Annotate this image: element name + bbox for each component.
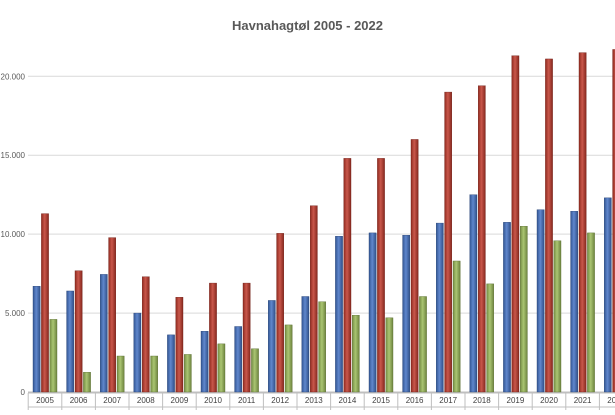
bar-2005 xyxy=(49,319,58,393)
bar-2017 xyxy=(452,260,461,393)
bar-2014 xyxy=(335,236,343,393)
bar-2006 xyxy=(74,270,83,393)
bar-2012 xyxy=(276,233,285,393)
bar-2019 xyxy=(503,222,511,393)
bar-2021 xyxy=(578,52,587,393)
y-tick-label: 20.000 xyxy=(1,72,26,81)
bar-2015 xyxy=(385,317,394,393)
bar-2012 xyxy=(268,300,276,393)
bar-2011 xyxy=(251,348,259,393)
bar-2016 xyxy=(419,296,427,393)
bar-2013 xyxy=(301,296,310,393)
bar-2022 xyxy=(612,49,615,393)
x-tick-label: 2021 xyxy=(574,396,592,405)
bar-2005 xyxy=(41,213,49,393)
bar-2009 xyxy=(167,334,175,393)
bar-2009 xyxy=(183,354,192,393)
bar-2019 xyxy=(520,226,528,393)
bar-2016 xyxy=(402,235,411,393)
bar-2013 xyxy=(318,301,327,393)
bar-2008 xyxy=(150,355,159,393)
bar-2018 xyxy=(486,283,495,393)
bar-2015 xyxy=(368,232,377,393)
bar-2013 xyxy=(310,205,318,393)
x-tick-label: 2012 xyxy=(271,396,289,405)
bar-2005 xyxy=(32,286,41,393)
x-tick-label: 2016 xyxy=(406,396,424,405)
bar-2018 xyxy=(478,85,486,393)
bar-2007 xyxy=(108,237,116,393)
bar-2020 xyxy=(553,240,562,393)
bar-2012 xyxy=(284,324,293,393)
bar-2020 xyxy=(536,209,545,393)
x-tick-label: 2017 xyxy=(439,396,457,405)
bar-2014 xyxy=(352,315,360,393)
bar-2022 xyxy=(604,197,612,393)
bar-2014 xyxy=(343,158,352,393)
x-tick-label: 2010 xyxy=(204,396,222,405)
x-tick-label: 2013 xyxy=(305,396,323,405)
bar-2008 xyxy=(141,276,150,393)
y-tick-label: 15.000 xyxy=(1,151,26,160)
x-tick-label: 2014 xyxy=(339,396,357,405)
x-tick-label: 2007 xyxy=(103,396,121,405)
x-tick-label: 2006 xyxy=(70,396,88,405)
x-tick-label: 2005 xyxy=(36,396,54,405)
bar-2011 xyxy=(234,326,243,393)
bar-2021 xyxy=(587,232,595,393)
y-tick-label: 10.000 xyxy=(1,230,26,239)
bar-2011 xyxy=(242,282,251,393)
y-tick-label: 5.000 xyxy=(5,309,26,318)
x-tick-label: 2018 xyxy=(473,396,491,405)
bar-2019 xyxy=(511,55,520,393)
bar-2007 xyxy=(99,274,108,393)
bar-2015 xyxy=(377,158,385,393)
x-tick-label: 2011 xyxy=(238,396,256,405)
chart-title: Havnahagtøl 2005 - 2022 xyxy=(231,18,384,33)
bar-2017 xyxy=(436,222,444,393)
bar-2008 xyxy=(133,312,142,393)
bar-2010 xyxy=(217,343,226,393)
bar-2021 xyxy=(570,211,578,393)
x-tick-label: 2008 xyxy=(137,396,155,405)
x-tick-label: 2015 xyxy=(372,396,390,405)
x-tick-label: 2009 xyxy=(171,396,189,405)
bar-2020 xyxy=(545,58,553,393)
bar-2009 xyxy=(175,297,184,393)
bar-2018 xyxy=(469,194,478,393)
bar-2016 xyxy=(410,139,419,393)
bar-2006 xyxy=(66,290,74,393)
bar-2010 xyxy=(200,331,209,393)
bar-2007 xyxy=(116,355,125,393)
bar-2010 xyxy=(209,282,217,393)
bar-2017 xyxy=(444,91,453,393)
x-tick-label: 2022 xyxy=(607,396,615,405)
bar-2006 xyxy=(83,372,91,393)
y-tick-label: 0 xyxy=(21,388,26,397)
x-tick-label: 2020 xyxy=(540,396,558,405)
x-tick-label: 2019 xyxy=(507,396,525,405)
